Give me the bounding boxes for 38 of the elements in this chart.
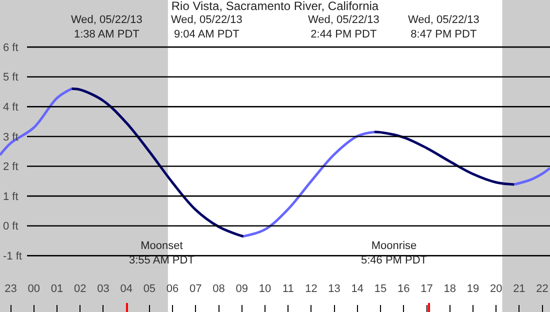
y-tick-label: 2 ft (3, 161, 18, 174)
y-tick-label: 0 ft (3, 220, 18, 233)
annotation: Moonset 3:55 AM PDT (129, 240, 195, 266)
x-tick-label: 23 (4, 283, 17, 295)
x-tick-label: 07 (190, 283, 202, 295)
annotation: Wed, 05/22/13 1:38 AM PDT (71, 14, 142, 40)
x-tick-label: 10 (258, 283, 272, 295)
y-tick-label: 4 ft (3, 102, 18, 114)
x-tick-label: 00 (28, 283, 40, 295)
x-tick-label: 17 (420, 283, 433, 295)
x-tick-label: 16 (398, 283, 410, 295)
y-tick-label: -1 ft (3, 250, 22, 263)
chart-title: Rio Vista, Sacramento River, California (171, 0, 379, 13)
x-tick-label: 12 (305, 283, 318, 295)
x-tick-label: 08 (212, 283, 225, 295)
y-tick-label: 6 ft (3, 42, 18, 54)
x-tick-label: 06 (166, 283, 179, 295)
y-tick-label: 1 ft (3, 190, 18, 203)
x-tick-label: 11 (282, 283, 294, 295)
annotation: Wed, 05/22/13 9:04 AM PDT (171, 14, 242, 40)
x-tick-label: 22 (536, 283, 548, 295)
x-tick-label: 09 (236, 283, 248, 295)
x-tick-label: 20 (490, 283, 502, 295)
annotation: Wed, 05/22/13 8:47 PM PDT (408, 14, 480, 40)
x-tick-label: 02 (74, 283, 86, 295)
x-tick-label: 15 (374, 283, 387, 295)
x-tick-label: 21 (513, 283, 526, 295)
x-tick-label: 03 (97, 283, 110, 295)
x-tick-label: 05 (143, 283, 156, 295)
x-tick-label: 19 (466, 283, 480, 295)
y-tick-label: 5 ft (3, 72, 18, 84)
x-tick-label: 13 (328, 283, 340, 295)
annotation: Moonrise 5:46 PM PDT (361, 240, 428, 266)
x-tick-label: 01 (50, 283, 64, 295)
annotation: Wed, 05/22/13 2:44 PM PDT (308, 14, 380, 40)
x-tick-label: 14 (351, 283, 364, 295)
x-tick-label: 18 (444, 283, 456, 295)
x-tick-label: 04 (120, 283, 132, 295)
